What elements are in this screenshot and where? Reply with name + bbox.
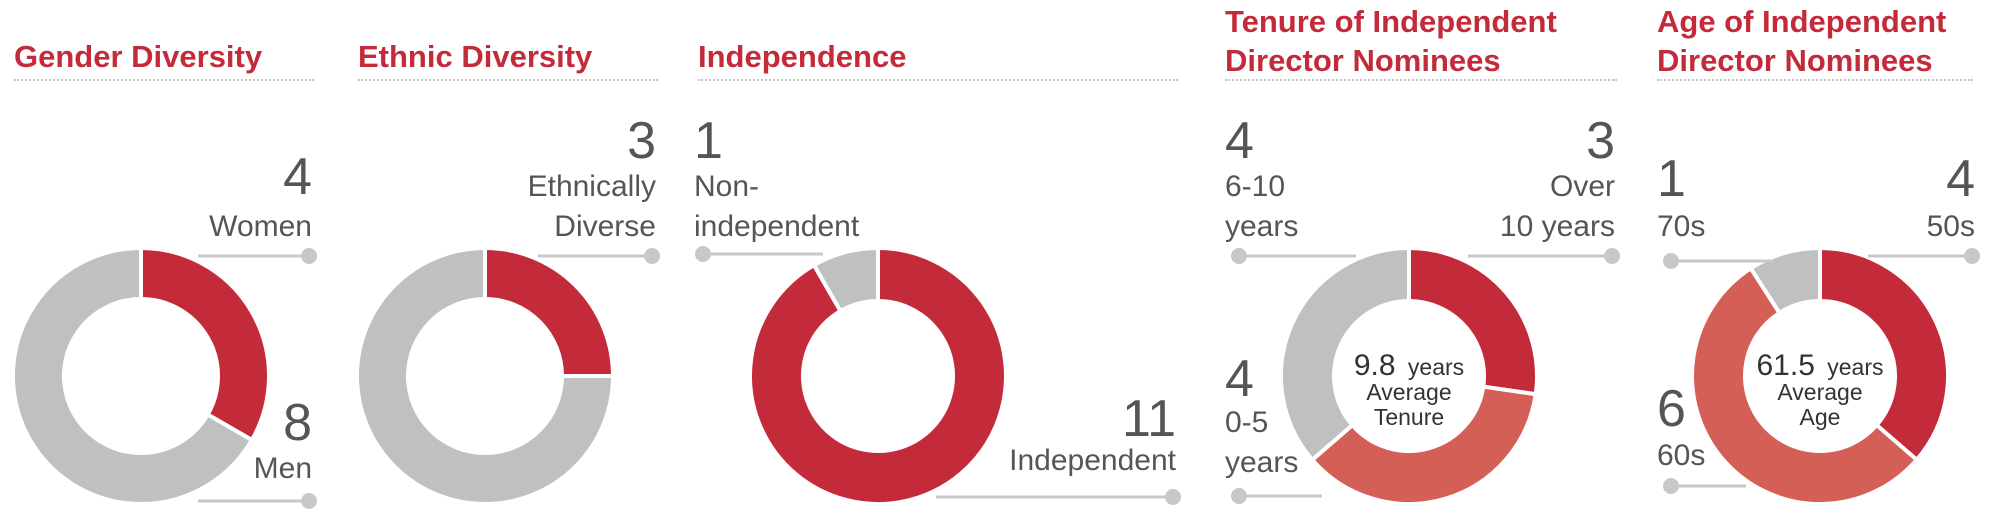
- age-center-value: 61.5 years: [1757, 349, 1884, 382]
- donut-slice-4-50s: [1818, 245, 1951, 463]
- age-70s-count: 1: [1657, 150, 1686, 208]
- ethnic-diversity-rule: [358, 79, 658, 81]
- leader-men: [198, 493, 317, 509]
- tenure-center-value: 9.8 years: [1354, 349, 1464, 382]
- donut-slice-3-over-10-years: [1407, 245, 1540, 397]
- independence-title: Independence: [698, 39, 907, 74]
- age-title: Age of Independent Director Nominees: [1657, 4, 1947, 78]
- women-count: 4: [283, 148, 312, 206]
- men-label: Men: [253, 452, 312, 485]
- donut-slice-0-men: [11, 245, 255, 506]
- donut-slice-4-70s: [1748, 245, 1822, 316]
- leader-age-60s: [1663, 478, 1746, 494]
- independent-label: Independent: [1009, 444, 1176, 477]
- independent-count: 11: [1122, 390, 1176, 448]
- tenure-rule: [1225, 79, 1617, 81]
- tenure-over-10-count: 3: [1586, 112, 1615, 170]
- age-center-number: 61.5: [1757, 349, 1815, 382]
- donut-slice-4-60s: [1690, 265, 1920, 506]
- leader-tenure-0-5: [1231, 488, 1322, 504]
- ethnically-diverse-label: Ethnically Diverse: [527, 170, 656, 243]
- age-60s-count: 6: [1657, 380, 1686, 438]
- gender-diversity-title: Gender Diversity: [14, 39, 263, 74]
- age-70s-label: 70s: [1657, 210, 1706, 243]
- age-center-line2: Average: [1777, 379, 1862, 405]
- age-50s-count: 4: [1946, 150, 1975, 208]
- tenure-center-unit: years: [1408, 354, 1464, 380]
- donut-slice-1-other: [355, 245, 616, 506]
- leader-independent: [936, 489, 1181, 505]
- tenure-6-10-label: 6-10 years: [1225, 170, 1299, 243]
- donut-slice-2-independent: [748, 245, 1008, 506]
- tenure-center-line3: Tenure: [1374, 404, 1444, 430]
- donut-slice-0-women: [139, 245, 271, 443]
- men-count: 8: [283, 394, 312, 452]
- tenure-over-10-label: Over 10 years: [1499, 170, 1615, 243]
- leader-women: [198, 248, 317, 264]
- age-center-line3: Age: [1800, 404, 1841, 430]
- donut-slice-3-6-10-years: [1278, 245, 1411, 463]
- leader-ethnically-diverse: [538, 248, 660, 264]
- women-label: Women: [209, 210, 312, 243]
- tenure-center-number: 9.8: [1354, 349, 1396, 382]
- donut-slice-1-ethnically-diverse: [483, 245, 616, 378]
- tenure-6-10-count: 4: [1225, 112, 1254, 170]
- ethnically-diverse-count: 3: [627, 112, 656, 170]
- tenure-0-5-label: 0-5 years: [1225, 406, 1299, 479]
- tenure-title: Tenure of Independent Director Nominees: [1225, 4, 1557, 78]
- gender-diversity-rule: [14, 79, 314, 81]
- leader-age-50s: [1868, 248, 1980, 264]
- tenure-0-5-count: 4: [1225, 350, 1254, 408]
- independence-rule: [698, 79, 1178, 81]
- age-rule: [1657, 79, 1973, 81]
- age-50s-label: 50s: [1926, 210, 1975, 243]
- age-60s-label: 60s: [1657, 439, 1706, 472]
- ethnic-diversity-title: Ethnic Diversity: [358, 39, 593, 74]
- tenure-center-line2: Average: [1366, 379, 1451, 405]
- donut-slice-2-non-independent: [811, 245, 880, 314]
- nonindependent-count: 1: [694, 112, 723, 170]
- nonindependent-label: Non- independent: [694, 170, 860, 243]
- leader-tenure-over-10: [1468, 248, 1620, 264]
- donut-slice-3-0-5-years: [1309, 384, 1538, 507]
- age-center-unit: years: [1827, 354, 1883, 380]
- leader-nonindependent: [695, 246, 823, 262]
- leader-age-70s: [1663, 253, 1773, 269]
- leader-tenure-6-10: [1231, 248, 1356, 264]
